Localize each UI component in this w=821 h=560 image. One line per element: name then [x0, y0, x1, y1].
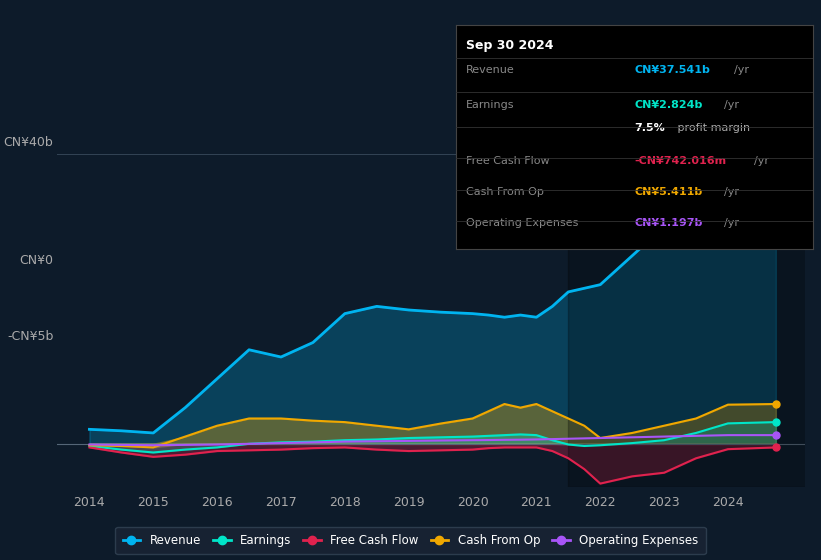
Bar — [568, 140, 821, 487]
Text: /yr: /yr — [724, 218, 739, 228]
Text: Earnings: Earnings — [466, 100, 515, 110]
Legend: Revenue, Earnings, Free Cash Flow, Cash From Op, Operating Expenses: Revenue, Earnings, Free Cash Flow, Cash … — [116, 527, 705, 554]
Text: CN¥2.824b: CN¥2.824b — [635, 100, 703, 110]
Text: CN¥40b: CN¥40b — [3, 136, 53, 150]
Text: profit margin: profit margin — [674, 123, 750, 133]
Text: Operating Expenses: Operating Expenses — [466, 218, 579, 228]
Text: /yr: /yr — [754, 156, 769, 166]
Text: Sep 30 2024: Sep 30 2024 — [466, 39, 554, 52]
Text: -CN¥742.016m: -CN¥742.016m — [635, 156, 727, 166]
Text: CN¥0: CN¥0 — [20, 254, 53, 267]
Text: /yr: /yr — [724, 187, 739, 197]
Text: CN¥37.541b: CN¥37.541b — [635, 65, 710, 75]
Text: Free Cash Flow: Free Cash Flow — [466, 156, 550, 166]
Text: 7.5%: 7.5% — [635, 123, 665, 133]
Text: /yr: /yr — [724, 100, 739, 110]
Text: Revenue: Revenue — [466, 65, 515, 75]
Text: -CN¥5b: -CN¥5b — [7, 329, 53, 343]
Text: /yr: /yr — [734, 65, 750, 75]
Text: CN¥5.411b: CN¥5.411b — [635, 187, 703, 197]
Text: Cash From Op: Cash From Op — [466, 187, 544, 197]
Text: CN¥1.197b: CN¥1.197b — [635, 218, 703, 228]
